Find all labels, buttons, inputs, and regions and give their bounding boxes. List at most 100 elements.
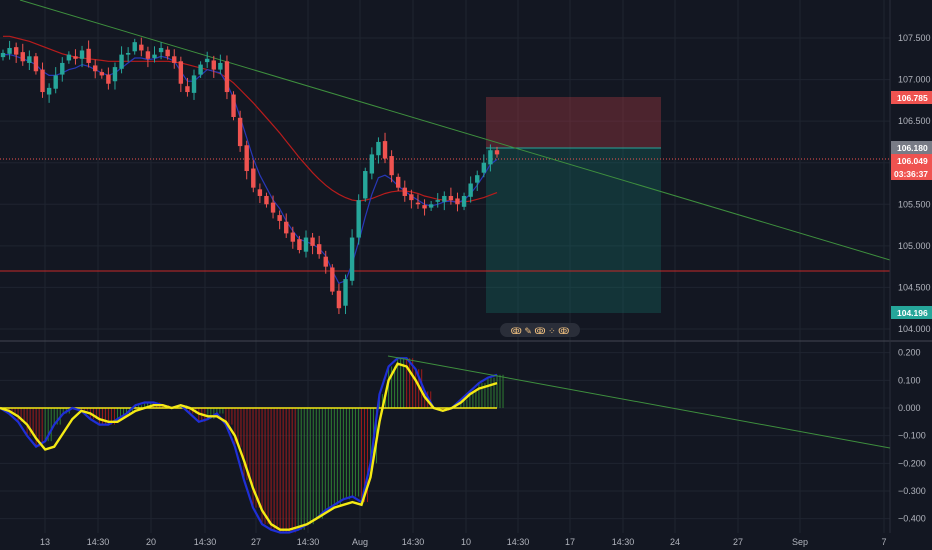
candle-body [409,194,414,201]
price-tick-label: 106.500 [898,116,931,126]
time-tick-label: 27 [733,537,743,547]
svg-text:106.180: 106.180 [897,143,928,153]
candle-body [396,176,401,188]
candle-body [33,56,39,72]
candle-body [461,195,467,207]
price-tag-target: 104.196 [891,306,932,319]
price-tag-current: 106.049 [891,154,932,167]
candle-body [86,48,91,63]
time-tick-label: 27 [251,537,261,547]
svg-text:106.785: 106.785 [897,93,928,103]
price-tick-label: 105.500 [898,199,931,209]
candle-body [112,67,118,82]
svg-text:104.196: 104.196 [897,308,928,318]
candle-body [20,52,25,62]
event-badges[interactable]: ↂ ✎ ↂ ⁘ ↂ [500,323,580,337]
candle-body [119,54,124,69]
oscillator-pane[interactable] [0,355,891,534]
price-tick-label: 107.500 [898,33,931,43]
candle-body [330,267,335,292]
candle-body [363,171,368,199]
time-tick-label: 14:30 [87,537,110,547]
candle-body [53,75,58,89]
candle-body [99,72,104,76]
candle-body [336,290,342,309]
candle-body [27,56,32,63]
osc-tick-label: −0.200 [898,458,926,468]
candle-body [145,51,151,59]
candle-body [277,215,282,221]
countdown-tag: 03:36:37 [891,167,932,180]
candle-body [488,150,493,165]
candle-body [198,64,203,75]
time-tick-label: 10 [461,537,471,547]
downtrend-line[interactable] [19,0,891,261]
oscillator-axis[interactable]: 0.200 0.100 0.000 −0.100 −0.200 −0.300 −0.400 [898,348,926,524]
svg-text:106.049: 106.049 [897,156,928,166]
candle-body [382,141,388,159]
candle-body [284,221,289,234]
candle-body [349,237,355,281]
candle-body [125,52,131,55]
candle-body [481,162,487,173]
time-tick-label: 14:30 [612,537,635,547]
moving-average-red [3,35,498,203]
price-pane[interactable]: ↂ ✎ ↂ ⁘ ↂ [0,0,891,337]
time-tick-label: 7 [881,537,886,547]
candle-body [415,202,421,205]
oscillator-trendline[interactable] [387,355,891,449]
candle-body [106,74,111,84]
candle-body [46,87,52,95]
candle-body [303,237,309,252]
price-tick-label: 105.000 [898,241,931,251]
candle-body [0,52,6,58]
candle-body [428,204,434,208]
event-badges-text: ↂ ✎ ↂ ⁘ ↂ [511,326,570,336]
price-axis[interactable]: 107.500107.000106.500106.000105.500105.0… [898,33,931,334]
grid-lines [0,0,890,533]
time-tick-label: 17 [565,537,575,547]
candle-body [422,205,427,209]
candle-body [297,239,302,251]
stop-loss-zone[interactable] [486,97,661,148]
candle-body [402,187,407,196]
osc-tick-label: 0.200 [898,348,921,358]
candle-body [40,69,45,93]
price-tag-last: 106.180 [891,141,932,154]
candle-body [442,195,447,202]
candle-body [231,94,236,117]
candle-body [389,156,394,176]
candle-body [60,62,65,75]
candle-body [93,65,98,72]
candle-body [73,56,78,59]
candle-body [132,42,137,52]
candle-body [369,154,375,174]
time-axis[interactable]: 13 14:30 20 14:30 27 14:30 Aug 14:30 10 14:30 17 14… [40,537,887,547]
candle-body [468,183,473,197]
candle-body [290,232,296,242]
candle-body [356,200,361,238]
candle-body [264,195,269,205]
time-tick-label: 14:30 [297,537,320,547]
candle-body [257,189,263,196]
macd-line [0,357,498,534]
candle-body [323,256,328,267]
candle-body [316,244,322,255]
osc-tick-label: −0.100 [898,431,926,441]
candle-body [237,117,243,147]
time-tick-label: Aug [352,537,368,547]
osc-tick-label: 0.100 [898,375,921,385]
candle-body [435,200,440,202]
time-tick-label: 24 [670,537,680,547]
osc-tick-label: −0.400 [898,514,926,524]
candle-body [139,44,144,51]
svg-text:03:36:37: 03:36:37 [894,169,928,179]
candle-body [270,202,276,213]
time-tick-label: 20 [146,537,156,547]
signal-line [0,362,498,531]
take-profit-zone[interactable] [486,148,661,313]
candle-body [224,61,230,93]
time-tick-label: 14:30 [194,537,217,547]
candle-body [310,237,315,246]
